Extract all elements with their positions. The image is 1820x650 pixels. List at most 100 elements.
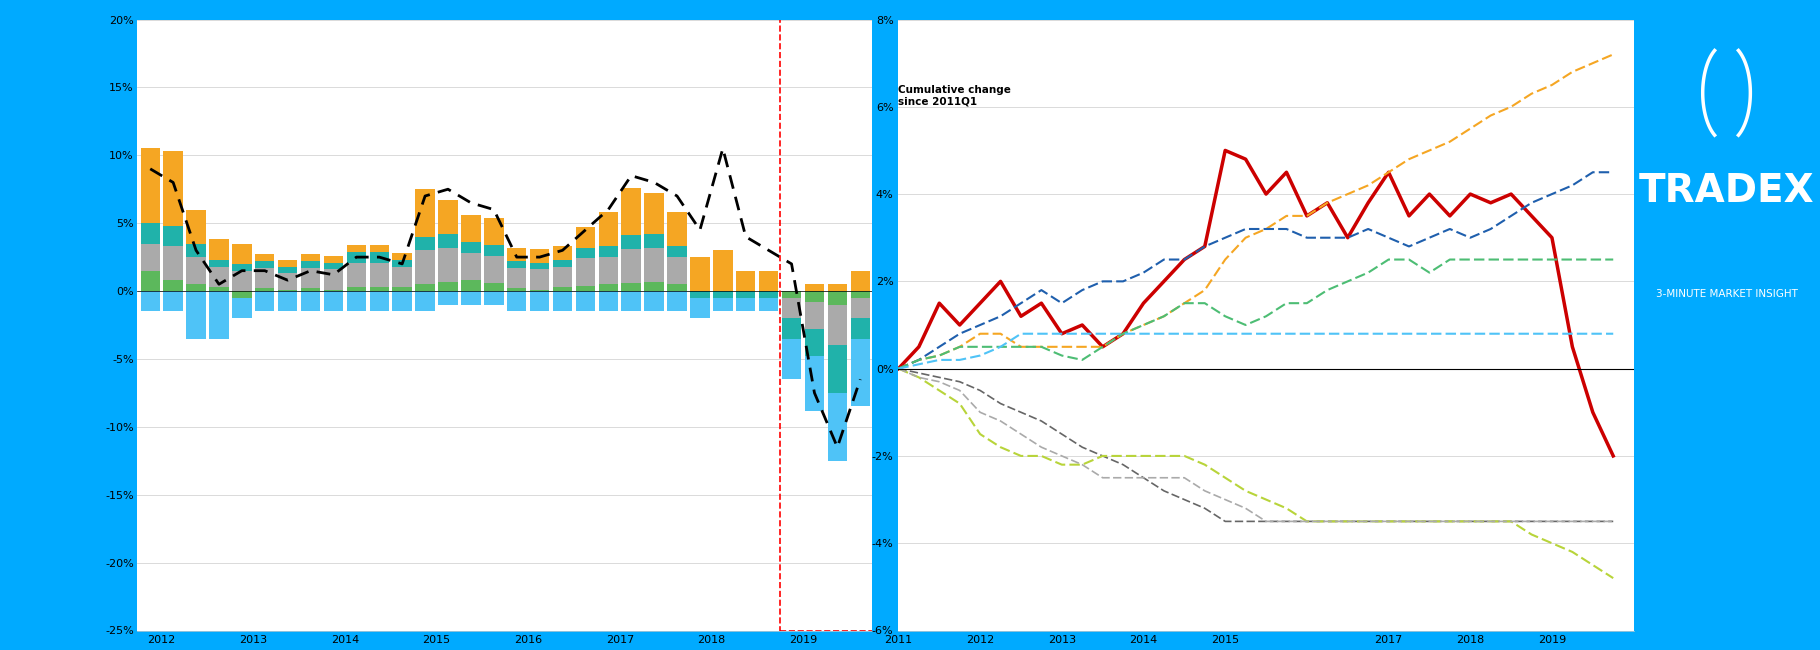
Bar <box>621 291 641 311</box>
Bar <box>553 246 571 260</box>
Bar <box>508 268 526 289</box>
Bar <box>460 242 480 253</box>
Bar <box>508 291 526 311</box>
Bar <box>828 291 846 305</box>
Bar <box>575 248 595 259</box>
Bar <box>668 213 686 246</box>
Bar <box>346 245 366 252</box>
Bar <box>369 291 389 311</box>
Bar <box>324 290 344 291</box>
Bar <box>804 291 824 302</box>
Bar <box>804 284 824 291</box>
Bar <box>140 270 160 291</box>
Bar <box>575 227 595 248</box>
Bar <box>690 298 710 318</box>
Bar <box>300 254 320 261</box>
Bar <box>209 287 229 291</box>
Bar <box>553 266 571 287</box>
Bar <box>324 263 344 269</box>
Bar <box>828 305 846 345</box>
Bar <box>850 339 870 406</box>
Bar <box>369 252 389 263</box>
Bar <box>621 188 641 235</box>
Bar <box>644 291 664 311</box>
Bar <box>300 268 320 289</box>
Bar <box>393 266 411 287</box>
Bar <box>783 318 801 339</box>
Bar <box>484 291 504 305</box>
Bar <box>575 285 595 291</box>
Bar <box>484 245 504 255</box>
Bar <box>164 291 182 311</box>
Bar <box>828 393 846 461</box>
Bar <box>735 298 755 311</box>
Bar <box>690 291 710 298</box>
Bar <box>346 291 366 311</box>
Bar <box>186 244 206 257</box>
Text: TRADEX: TRADEX <box>1638 172 1815 209</box>
Bar <box>668 284 686 291</box>
Bar <box>209 239 229 260</box>
Bar <box>484 283 504 291</box>
Bar <box>300 261 320 268</box>
Bar <box>508 289 526 291</box>
Bar <box>255 261 275 268</box>
Bar <box>233 291 251 298</box>
Bar <box>783 291 801 298</box>
Bar <box>599 213 619 246</box>
Bar <box>530 263 550 269</box>
Bar <box>255 268 275 289</box>
Bar <box>599 246 619 257</box>
Bar <box>255 289 275 291</box>
Bar <box>599 291 619 311</box>
Bar <box>324 255 344 263</box>
Bar <box>415 250 435 284</box>
Bar <box>140 148 160 223</box>
Bar <box>439 234 457 248</box>
Bar <box>164 280 182 291</box>
Bar <box>415 237 435 250</box>
Bar <box>644 248 664 281</box>
Bar <box>346 263 366 287</box>
Bar <box>439 248 457 281</box>
Bar <box>255 254 275 261</box>
Bar <box>393 291 411 311</box>
Bar <box>278 274 297 290</box>
Bar <box>278 260 297 266</box>
Bar <box>828 345 846 393</box>
Bar <box>393 253 411 260</box>
Bar <box>300 289 320 291</box>
Text: 3-MINUTE MARKET INSIGHT: 3-MINUTE MARKET INSIGHT <box>1656 289 1798 300</box>
Bar <box>850 291 870 298</box>
Bar <box>415 291 435 311</box>
Bar <box>599 257 619 284</box>
Bar <box>278 290 297 291</box>
Bar <box>484 218 504 245</box>
Bar <box>713 298 733 311</box>
Bar <box>186 291 206 339</box>
Bar <box>781 0 875 630</box>
Bar <box>828 284 846 291</box>
Bar <box>644 234 664 248</box>
Bar <box>484 255 504 283</box>
Bar <box>369 287 389 291</box>
Bar <box>599 284 619 291</box>
Bar <box>460 253 480 280</box>
Bar <box>804 329 824 356</box>
Bar <box>553 287 571 291</box>
Bar <box>530 269 550 290</box>
Bar <box>713 250 733 291</box>
Bar <box>233 298 251 318</box>
Bar <box>783 339 801 380</box>
Bar <box>324 269 344 290</box>
Bar <box>140 291 160 311</box>
Bar <box>783 298 801 318</box>
Bar <box>186 209 206 244</box>
Bar <box>209 266 229 287</box>
Bar <box>439 291 457 305</box>
Bar <box>575 259 595 285</box>
Bar <box>508 248 526 261</box>
Bar <box>186 257 206 284</box>
Bar <box>233 270 251 291</box>
Bar <box>346 252 366 263</box>
